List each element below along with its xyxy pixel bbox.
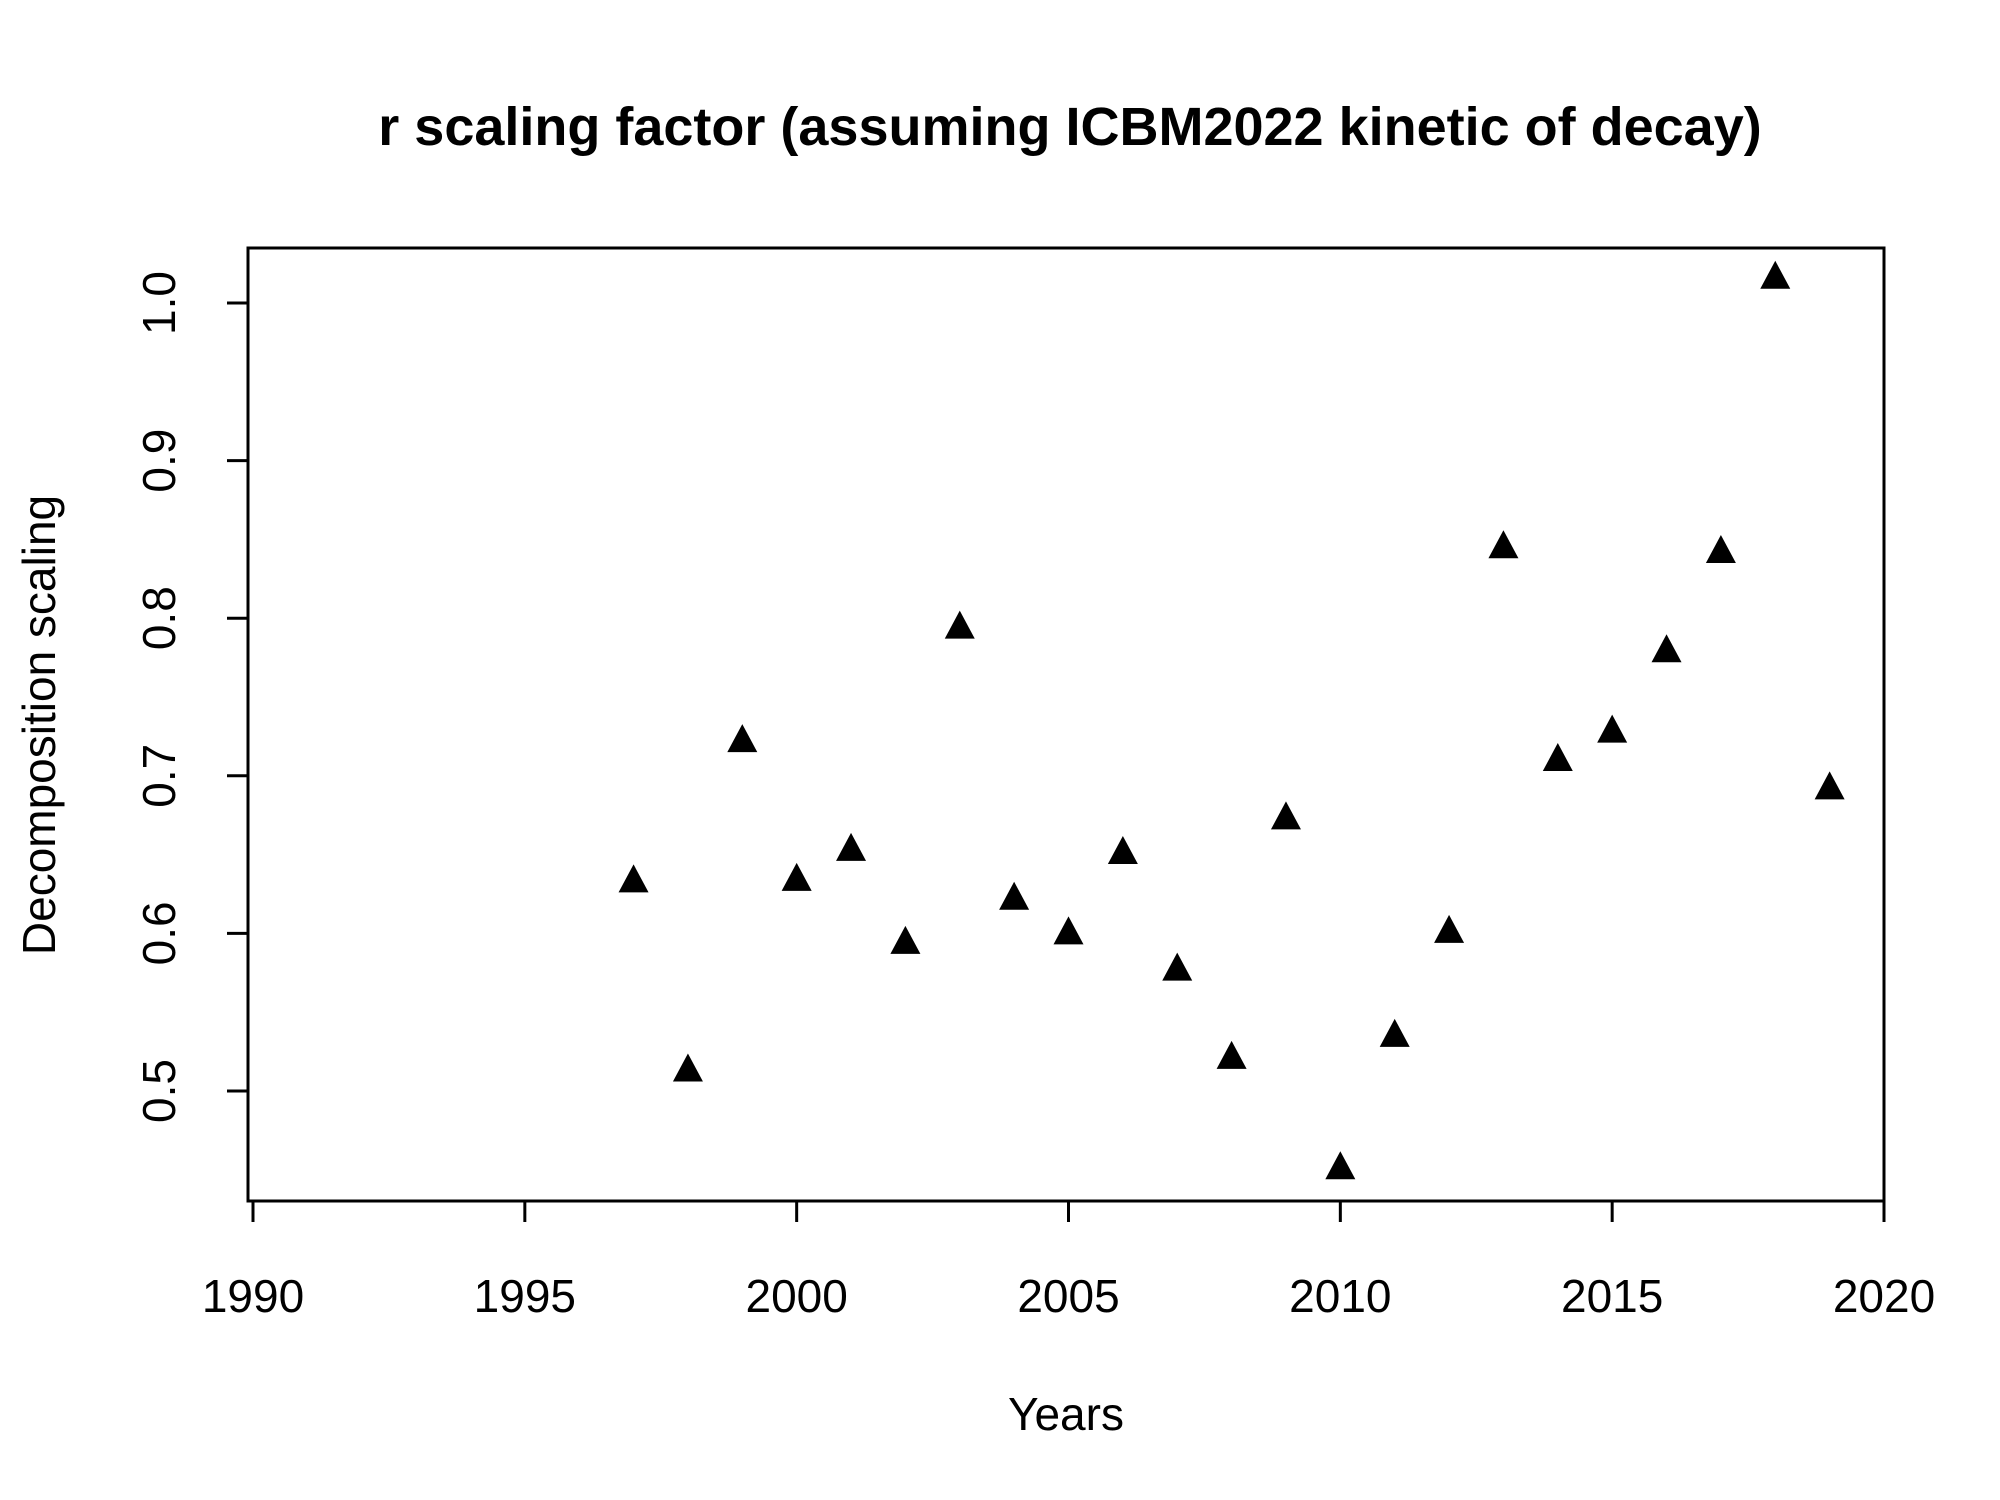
x-tick-label: 2000 [745, 1270, 847, 1322]
data-point-triangle [1325, 1151, 1356, 1180]
data-point-triangle [1814, 771, 1845, 800]
data-point-triangle [944, 610, 975, 639]
data-points [618, 260, 1845, 1180]
x-tick-label: 2010 [1289, 1270, 1391, 1322]
data-point-triangle [1053, 916, 1084, 945]
data-point-triangle [618, 864, 649, 893]
data-point-triangle [1488, 530, 1519, 559]
data-point-triangle [1379, 1018, 1410, 1047]
x-tick-label: 2020 [1833, 1270, 1935, 1322]
y-axis: 0.5 0.6 0.7 0.8 0.9 1.0 [133, 271, 250, 1123]
y-tick-label: 1.0 [133, 271, 185, 335]
x-tick-label: 1990 [202, 1270, 304, 1322]
data-point-triangle [1107, 836, 1138, 865]
data-point-triangle [1162, 952, 1193, 981]
data-point-triangle [672, 1053, 703, 1082]
chart-title: r scaling factor (assuming ICBM2022 kine… [378, 97, 1761, 157]
x-tick-label: 2005 [1017, 1270, 1119, 1322]
data-point-triangle [1760, 260, 1791, 289]
y-tick-label: 0.7 [133, 744, 185, 808]
y-tick-label: 0.9 [133, 429, 185, 493]
plot-frame [246, 246, 1886, 1203]
data-point-triangle [836, 832, 867, 861]
x-tick-label: 2015 [1561, 1270, 1663, 1322]
y-axis-label: Decomposition scaling [13, 495, 65, 955]
y-tick-label: 0.6 [133, 901, 185, 965]
data-point-triangle [1270, 801, 1301, 830]
data-point-triangle [1434, 914, 1465, 943]
data-point-triangle [1542, 743, 1573, 772]
data-point-triangle [781, 862, 812, 891]
data-point-triangle [999, 881, 1030, 910]
data-point-triangle [727, 724, 758, 753]
y-tick-label: 0.5 [133, 1059, 185, 1123]
data-point-triangle [1216, 1040, 1247, 1069]
x-tick-label: 1995 [474, 1270, 576, 1322]
data-point-triangle [1705, 535, 1736, 564]
data-point-triangle [1597, 714, 1628, 743]
x-axis-label: Years [1008, 1388, 1124, 1440]
data-point-triangle [890, 925, 921, 954]
y-tick-label: 0.8 [133, 586, 185, 650]
data-point-triangle [1651, 634, 1682, 663]
x-axis: 1990 1995 2000 2005 2010 2015 2020 [202, 1199, 1935, 1322]
